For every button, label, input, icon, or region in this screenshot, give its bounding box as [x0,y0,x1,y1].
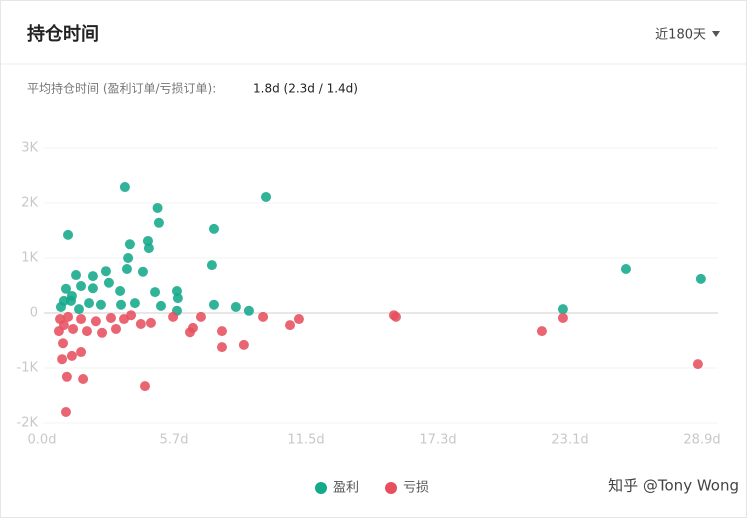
y-tick-label: 0 [30,306,38,321]
dropdown-arrow[interactable] [712,31,720,37]
point [557,312,568,323]
point [121,264,132,274]
title: 持仓时间 [27,23,99,45]
point [206,260,217,271]
point [208,223,219,234]
point [137,266,148,277]
point [152,202,163,213]
point [216,342,227,353]
point [208,299,219,310]
point [143,243,154,254]
point [100,266,111,277]
point [68,323,79,334]
point [55,314,66,325]
point [243,305,254,316]
point [187,322,198,333]
x-tick-label: 11.5d [287,433,324,448]
point [66,350,77,361]
point [71,270,82,281]
x-tick-label: 17.3d [419,433,456,448]
point [293,314,304,325]
point [692,359,703,370]
point [87,271,98,282]
point [76,347,87,358]
point [57,354,68,365]
point [238,339,249,350]
point [61,371,72,382]
point [145,317,156,328]
point [536,326,547,337]
y-tick-label: 3K [21,141,38,156]
point [55,301,66,312]
y-tick-label: 2K [21,196,38,211]
point [285,320,296,331]
point [60,407,71,417]
point [168,311,179,322]
point [110,323,121,334]
legend-label: 盈利 [333,481,359,496]
point [103,277,114,288]
point [155,300,166,311]
point [53,326,64,337]
summary-value: 1.8d (2.3d / 1.4d) [253,82,358,96]
point [81,326,92,337]
point [695,273,706,284]
point [124,239,135,250]
point [126,310,137,321]
point [84,298,95,309]
point [95,299,106,310]
point [73,304,84,315]
point [63,229,74,240]
legend-label: 亏损 [403,481,429,496]
x-tick-label: 0.0d [28,433,57,448]
point [97,327,108,338]
point [135,319,146,329]
point [153,217,164,228]
point [78,374,89,384]
point [150,287,161,298]
point [129,298,140,309]
y-tick-label: 1K [21,251,38,266]
point [87,283,98,294]
y-tick-label: -1K [17,361,39,376]
point [390,311,401,322]
point [139,381,150,392]
point [230,301,241,312]
point [90,316,101,327]
y-tick-label: -2K [17,416,39,431]
point [261,191,272,202]
point [76,314,87,325]
legend-marker [385,482,397,494]
x-tick-label: 5.7d [160,433,189,448]
point [116,299,127,310]
summary-label: 平均持仓时间 (盈利订单/亏损订单): [27,81,216,96]
point [119,182,130,193]
x-tick-label: 23.1d [551,433,588,448]
point [66,295,77,306]
legend-marker [315,482,327,494]
point [216,326,227,337]
point [115,286,126,296]
point [557,304,568,315]
point [172,293,183,304]
point [63,311,74,322]
point [620,264,631,274]
point [58,338,69,349]
point [258,311,269,322]
point [60,283,71,294]
x-tick-label: 28.9d [683,433,720,448]
range-select[interactable]: 近180天 [655,28,706,43]
point [195,311,206,322]
point [123,253,134,263]
point [105,312,116,323]
watermark: 知乎 @Tony Wong [608,477,739,495]
point [76,281,87,292]
